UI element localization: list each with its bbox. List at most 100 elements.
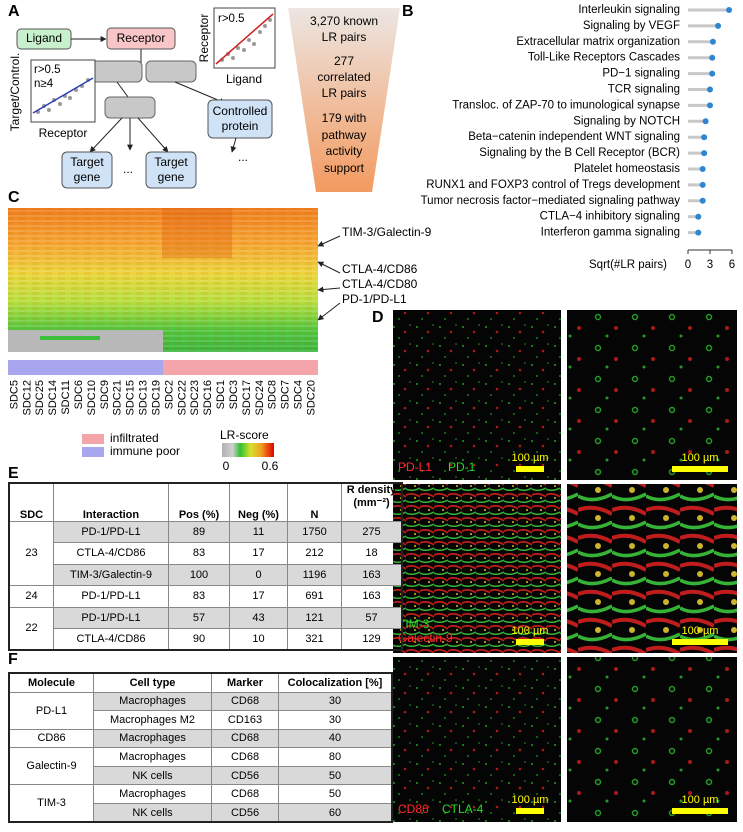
- table-cell: Macrophages: [93, 784, 212, 805]
- molecule-cell: PD-L1: [8, 691, 94, 730]
- panel-b: Interleukin signaling Signaling by VEGF Ex…: [421, 4, 736, 271]
- x-tick-label: 6: [729, 259, 735, 271]
- scale-bar: [672, 639, 728, 645]
- table-cell: Macrophages: [93, 691, 212, 712]
- target-gene-label: gene: [74, 170, 101, 184]
- sample-label: SDC3: [228, 380, 240, 409]
- table-cell: 321: [287, 628, 342, 651]
- table-cell: 60: [278, 803, 393, 823]
- category-label: TCR signaling: [608, 84, 680, 96]
- table-row: 23 PD-1/PD-L1 89 11 1750 275: [8, 520, 403, 586]
- panel-d: 100 µm 100 µm PD-L1 PD-1 100 µm 100 µm TIM-3Ga…: [393, 310, 737, 822]
- sample-label: SDC6: [73, 380, 85, 409]
- funnel: [288, 8, 400, 192]
- table-cell: 17: [229, 585, 288, 608]
- micrograph-signal: [393, 310, 561, 480]
- category-label: Beta−catenin independent WNT signaling: [468, 131, 680, 143]
- table-cell: PD-1/PD-L1: [53, 585, 169, 608]
- table-cell: 100: [168, 563, 230, 586]
- header-cell: Interaction: [53, 482, 169, 522]
- table-cell: 11: [229, 520, 288, 543]
- molecule-cell: Galectin-9: [8, 747, 94, 786]
- panel-label: B: [402, 3, 414, 20]
- inset-xlabel: Receptor: [39, 126, 88, 140]
- sample-label: SDC14: [47, 380, 59, 415]
- micrograph-signal: [567, 310, 737, 480]
- channel-label: CD86: [398, 802, 429, 816]
- funnel-text: 3,270 known LR pairs 277 correlated LR pairs…: [310, 14, 378, 175]
- table-cell: CD56: [211, 803, 279, 823]
- table-cell: NK cells: [93, 765, 212, 786]
- table-cell: 80: [278, 747, 393, 767]
- dot: [707, 86, 713, 93]
- ellipsis: ...: [238, 150, 248, 164]
- scale-tick-label: 0.6: [262, 459, 279, 473]
- funnel-label: 277: [334, 54, 354, 68]
- sample-label: SDC17: [241, 380, 253, 415]
- table-cell: CD68: [211, 691, 279, 712]
- dot: [695, 213, 702, 220]
- annotation: CTLA-4/CD86: [342, 262, 418, 276]
- dot: [709, 70, 716, 77]
- micrograph-signal: [393, 657, 561, 822]
- sample-label: SDC10: [86, 380, 98, 415]
- scale-bar: [516, 639, 544, 645]
- table-cell: 691: [287, 585, 342, 608]
- sdc-cell: 22: [8, 606, 54, 651]
- category-label: Signaling by the B Cell Receptor (BCR): [479, 147, 680, 159]
- sdc-cell: 23: [8, 520, 54, 586]
- color-scale: [222, 443, 274, 457]
- scale-bar-label: 100 µm: [682, 625, 719, 637]
- target-gene-box: [61, 151, 113, 189]
- controlled-protein-label: Controlled: [213, 104, 268, 118]
- table-cell: 129: [341, 628, 403, 651]
- x-tick-label: 0: [685, 259, 691, 271]
- header-row: SDC Interaction Pos (%) Neg (%) N R density (m…: [8, 482, 403, 522]
- sample-label: SDC5: [8, 380, 20, 409]
- table-cell: 30: [278, 710, 393, 730]
- dot: [709, 38, 716, 45]
- fit-line: [32, 77, 94, 114]
- funnel-label: LR pairs: [322, 30, 367, 44]
- arrow: [89, 117, 123, 153]
- annotation-arrow: [317, 286, 341, 293]
- target-gene-box: [145, 151, 197, 189]
- table-cell: CD163: [211, 710, 279, 730]
- funnel-label: LR pairs: [322, 86, 367, 100]
- x-axis-label: Sqrt(#LR pairs): [589, 259, 667, 271]
- scale-bar: [672, 466, 728, 472]
- header-text: (mm⁻²): [353, 497, 390, 509]
- target-gene-label: gene: [158, 170, 185, 184]
- header-cell: Marker: [211, 672, 279, 693]
- panel-label: C: [8, 189, 20, 206]
- controlled-protein-label: protein: [222, 119, 259, 133]
- category-label: RUNX1 and FOXP3 control of Tregs develop…: [426, 179, 681, 191]
- table-row: TIM-3/Galectin-9 100 0 1196 163: [9, 563, 403, 586]
- table-cell: 121: [287, 606, 342, 629]
- category-label: Interleukin signaling: [578, 4, 680, 16]
- scale-bar-label: 100 µm: [682, 452, 719, 464]
- table-cell: 50: [278, 765, 393, 786]
- micrograph-signal: [567, 484, 737, 653]
- category-label: Toll-Like Receptors Cascades: [528, 52, 680, 64]
- legend-label: infiltrated: [110, 431, 159, 445]
- panel-label: A: [8, 3, 20, 20]
- annotation: TIM-3/Galectin-9: [342, 225, 432, 239]
- table-cell: TIM-3/Galectin-9: [53, 563, 169, 586]
- inset-stat: r>0.5: [218, 13, 245, 25]
- inset-ylabel: Target/Control.: [8, 53, 22, 132]
- table-cell: Macrophages: [93, 747, 212, 767]
- table-cell: 40: [278, 728, 393, 749]
- header-text: N: [310, 508, 319, 521]
- table-f: Molecule Cell type Marker Colocalization [%…: [8, 672, 393, 824]
- fit-line: [215, 13, 274, 65]
- inset-plot: [30, 59, 96, 123]
- header-cell: Pos (%): [168, 482, 230, 522]
- channel-label: CTLA-4: [442, 802, 484, 816]
- table-cell: CTLA-4/CD86: [53, 628, 169, 651]
- category-label: Extracellular matrix organization: [516, 36, 680, 48]
- micrograph-signal: [393, 484, 561, 653]
- dot: [699, 197, 706, 204]
- category-label: Platelet homeostasis: [574, 163, 680, 175]
- scale-bar-label: 100 µm: [512, 625, 549, 637]
